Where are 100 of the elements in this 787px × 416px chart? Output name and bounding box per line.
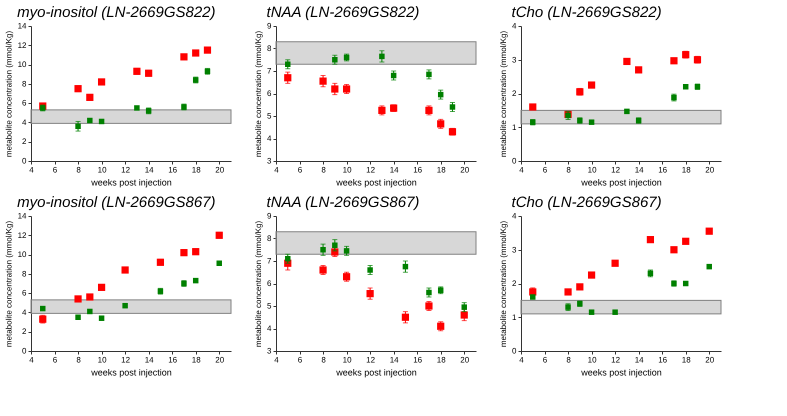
x-tick-label: 20 — [460, 166, 470, 174]
x-tick-label: 10 — [98, 166, 108, 174]
y-tick-label: 8 — [267, 234, 272, 243]
x-tick-label: 12 — [611, 166, 621, 174]
x-tick-label: 16 — [413, 356, 423, 364]
chart-title: tCho (LN-2669GS822) — [512, 4, 662, 21]
y-tick-label: 6 — [22, 98, 28, 108]
y-tick-label: 2 — [22, 137, 28, 146]
y-tick-label: 4 — [22, 118, 28, 127]
y-tick-label: 1 — [512, 122, 518, 132]
x-tick-label: 18 — [436, 356, 446, 364]
x-tick-label: 4 — [519, 166, 524, 174]
x-tick-label: 6 — [52, 166, 58, 174]
y-axis-title: metabolite concentration (mmol/Kg) — [499, 30, 508, 158]
y-tick-label: 10 — [18, 60, 28, 70]
y-tick-label: 1 — [512, 312, 518, 322]
x-tick-label: 16 — [168, 166, 178, 174]
x-axis-title: weeks post injection — [580, 368, 662, 378]
y-tick-label: 3 — [267, 346, 272, 356]
y-tick-label: 7 — [267, 66, 272, 76]
x-tick-label: 4 — [274, 356, 280, 364]
y-tick-label: 6 — [267, 279, 272, 288]
y-tick-label: 5 — [267, 302, 272, 310]
chart-title: tNAA (LN-2669GS822) — [266, 4, 420, 21]
x-tick-label: 4 — [29, 166, 34, 174]
chart-title: myo-inositol (LN-2669GS822) — [17, 4, 216, 21]
y-tick-label: 6 — [22, 288, 28, 298]
x-tick-label: 10 — [342, 356, 352, 364]
y-tick-label: 2 — [22, 327, 28, 336]
y-tick-label: 4 — [22, 308, 28, 317]
y-tick-label: 0 — [22, 156, 28, 166]
x-tick-label: 14 — [144, 166, 154, 174]
y-tick-label: 0 — [512, 346, 518, 356]
x-axis-title: weeks post injection — [580, 178, 662, 188]
x-tick-label: 4 — [274, 166, 280, 174]
y-tick-label: 4 — [512, 212, 518, 220]
y-tick-label: 3 — [512, 55, 518, 64]
y-tick-label: 8 — [267, 44, 272, 53]
x-tick-label: 8 — [321, 166, 326, 174]
x-tick-label: 20 — [215, 356, 225, 364]
chart-title: tNAA (LN-2669GS867) — [266, 194, 420, 211]
x-tick-label: 12 — [366, 356, 376, 364]
chart-title: tCho (LN-2669GS867) — [512, 194, 662, 211]
chart-title: myo-inositol (LN-2669GS867) — [17, 194, 216, 211]
y-tick-label: 9 — [267, 212, 272, 220]
x-tick-label: 14 — [634, 166, 644, 174]
x-tick-label: 12 — [121, 356, 131, 364]
x-tick-label: 20 — [705, 356, 715, 364]
x-tick-label: 14 — [390, 166, 400, 174]
y-tick-label: 2 — [512, 89, 518, 98]
x-tick-label: 16 — [413, 166, 423, 174]
x-tick-label: 6 — [52, 356, 58, 364]
x-tick-label: 18 — [192, 166, 202, 174]
y-axis-title: metabolite concentration (mmol/Kg) — [254, 30, 264, 158]
y-tick-label: 7 — [267, 256, 272, 266]
x-tick-label: 18 — [192, 356, 202, 364]
y-axis-title: metabolite concentration (mmol/Kg) — [254, 220, 264, 348]
x-tick-label: 20 — [460, 356, 470, 364]
x-tick-label: 8 — [76, 166, 82, 174]
x-axis-title: weeks post injection — [90, 178, 172, 188]
x-tick-label: 6 — [298, 356, 303, 364]
x-tick-label: 14 — [634, 356, 644, 364]
y-tick-label: 8 — [22, 79, 28, 88]
x-tick-label: 8 — [566, 356, 572, 364]
x-tick-label: 20 — [215, 166, 225, 174]
x-tick-label: 10 — [588, 356, 598, 364]
x-tick-label: 18 — [682, 166, 692, 174]
x-tick-label: 6 — [542, 356, 548, 364]
y-tick-label: 12 — [18, 40, 28, 50]
y-tick-label: 12 — [18, 230, 28, 240]
x-axis-title: weeks post injection — [90, 368, 172, 378]
x-tick-label: 18 — [436, 166, 446, 174]
y-tick-label: 8 — [22, 269, 28, 278]
x-tick-label: 10 — [588, 166, 598, 174]
y-tick-label: 0 — [22, 346, 28, 356]
y-tick-label: 14 — [18, 212, 28, 220]
y-tick-label: 4 — [267, 324, 272, 333]
x-tick-label: 6 — [542, 166, 548, 174]
x-axis-title: weeks post injection — [335, 368, 417, 378]
y-tick-label: 5 — [267, 112, 272, 120]
y-tick-label: 4 — [267, 134, 272, 143]
y-tick-label: 9 — [267, 22, 272, 30]
y-tick-label: 4 — [512, 22, 518, 30]
y-axis-title: metabolite concentration (mmol/Kg) — [4, 220, 14, 348]
x-tick-label: 12 — [611, 356, 621, 364]
x-tick-label: 12 — [121, 166, 131, 174]
y-tick-label: 6 — [267, 89, 272, 98]
x-tick-label: 12 — [366, 166, 376, 174]
x-tick-label: 8 — [321, 356, 326, 364]
x-tick-label: 4 — [29, 356, 34, 364]
x-tick-label: 20 — [705, 166, 715, 174]
y-axis-title: metabolite concentration (mmol/Kg) — [4, 30, 14, 158]
x-tick-label: 14 — [390, 356, 400, 364]
x-tick-label: 8 — [566, 166, 572, 174]
x-tick-label: 16 — [658, 166, 668, 174]
y-tick-label: 3 — [512, 245, 518, 254]
x-tick-label: 6 — [298, 166, 303, 174]
x-tick-label: 14 — [144, 356, 154, 364]
x-tick-label: 8 — [76, 356, 82, 364]
y-tick-label: 14 — [18, 22, 28, 30]
